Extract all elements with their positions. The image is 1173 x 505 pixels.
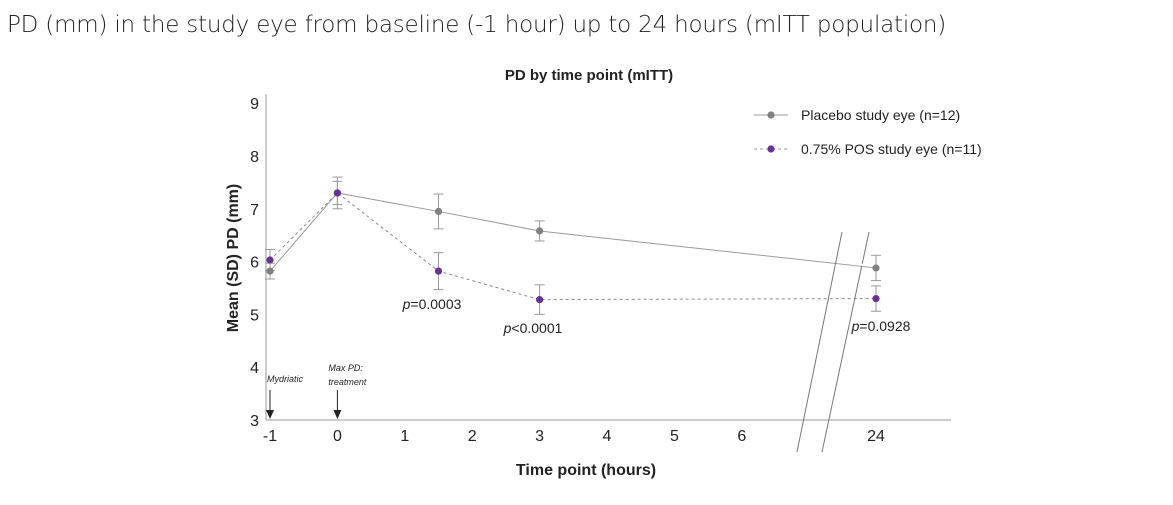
x-tick-label: 0	[333, 428, 342, 445]
p-value-prefix: p	[402, 296, 411, 312]
y-tick-label: 7	[250, 202, 259, 219]
series-line-placebo	[269, 192, 877, 272]
y-tick-label: 4	[250, 360, 259, 377]
x-tick-label: 1	[400, 428, 409, 445]
axis-break-line	[796, 231, 843, 453]
axis-break	[796, 231, 870, 453]
event-marker: Mydriatic	[266, 374, 304, 419]
data-point	[333, 189, 341, 197]
x-tick-label: 5	[670, 428, 679, 445]
legend-marker	[767, 111, 775, 119]
p-value-annotation: p=0.0928	[851, 318, 911, 334]
legend-label: Placebo study eye (n=12)	[801, 107, 960, 123]
data-point	[434, 267, 443, 275]
y-tick-label: 5	[250, 307, 259, 324]
marker-label: Mydriatic	[267, 374, 304, 384]
p-value-annotation: p=0.0003	[402, 296, 462, 312]
x-tick-label: 3	[535, 428, 544, 445]
data-point	[266, 267, 274, 275]
p-value-text: =0.0928	[859, 318, 910, 334]
marker-label: treatment	[328, 377, 367, 387]
page-title: PD (mm) in the study eye from baseline (…	[7, 12, 947, 38]
axis-break-gap	[847, 262, 865, 266]
data-point	[872, 264, 880, 272]
data-point	[872, 294, 880, 303]
x-tick-label: 2	[468, 428, 477, 445]
p-value-annotation: p<0.0001	[503, 320, 563, 336]
x-tick-label: -1	[263, 428, 277, 445]
x-tick-label: 4	[603, 428, 612, 445]
y-tick-label: 8	[250, 149, 259, 166]
data-point	[536, 296, 544, 304]
p-value-text: =0.0003	[410, 296, 461, 312]
p-value-prefix: p	[503, 320, 512, 336]
x-tick-label: 6	[737, 428, 746, 445]
y-tick-label: 6	[250, 255, 259, 272]
x-axis-label: Time point (hours)	[516, 462, 656, 479]
marker-label: Max PD:	[328, 363, 363, 373]
data-point	[266, 256, 274, 264]
axis-break-line	[821, 231, 870, 453]
series-line-pos	[269, 192, 877, 301]
legend-marker	[767, 145, 775, 153]
legend-label: 0.75% POS study eye (n=11)	[801, 141, 982, 157]
data-point	[536, 227, 544, 235]
y-tick-label: 9	[250, 96, 259, 113]
legend: Placebo study eye (n=12) 0.75% POS study …	[754, 107, 982, 157]
p-value-text: <0.0001	[511, 320, 562, 336]
marker-arrow-head	[333, 410, 342, 419]
p-value-prefix: p	[851, 318, 860, 334]
y-axis-label: Mean (SD) PD (mm)	[225, 184, 242, 332]
event-marker: Max PD: treatment	[328, 363, 367, 419]
x-tick-label: 24	[867, 428, 885, 445]
marker-arrow-head	[266, 410, 274, 419]
y-tick-label: 3	[250, 413, 259, 430]
chart-title: PD by time point (mITT)	[505, 67, 673, 84]
data-point	[434, 207, 443, 216]
